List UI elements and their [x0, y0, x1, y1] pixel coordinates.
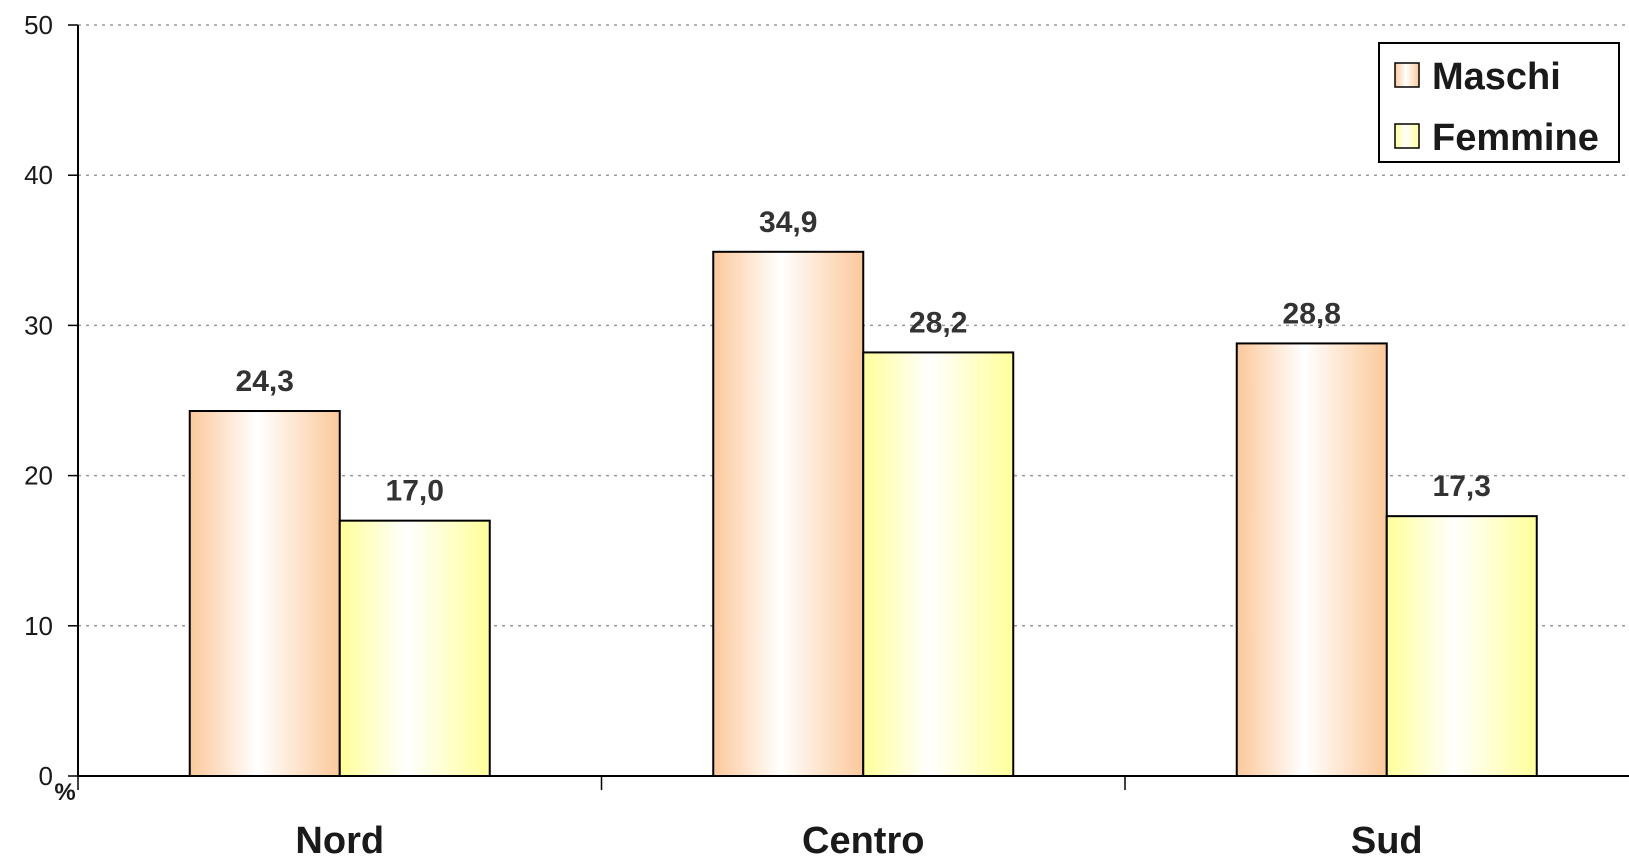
y-tick-label: 20	[24, 461, 53, 491]
axes	[68, 24, 1629, 790]
bar-femmine-nord	[338, 519, 491, 777]
x-category-label: Nord	[295, 820, 384, 861]
legend: Maschi Femmine	[1378, 42, 1620, 163]
data-label: 34,9	[759, 206, 817, 239]
y-tick-label: 0	[39, 761, 53, 791]
data-label: 17,0	[386, 475, 444, 508]
bars	[188, 250, 1538, 777]
legend-label-maschi: Maschi	[1432, 56, 1561, 98]
bar-maschi-centro	[712, 250, 865, 777]
labels: 0 10 20 30 40 50 24,3 17,0 Nord 34,9 28,2 Centro 28,…	[24, 10, 1491, 861]
data-label: 17,3	[1433, 470, 1491, 503]
bar-femmine-centro	[862, 351, 1015, 777]
bar-maschi-sud	[1235, 342, 1388, 777]
y-unit-label: %	[54, 779, 75, 806]
y-tick-label: 10	[24, 611, 53, 641]
data-label: 28,8	[1283, 297, 1341, 330]
y-tick-label: 30	[24, 310, 53, 340]
y-tick-label: 40	[24, 160, 53, 190]
legend-swatch-femmine	[1394, 123, 1420, 149]
x-category-label: Centro	[802, 820, 924, 861]
bar-femmine-sud	[1385, 515, 1538, 777]
y-tick-label: 50	[24, 10, 53, 40]
legend-swatch-maschi	[1394, 62, 1420, 88]
bar-maschi-nord	[188, 410, 341, 777]
legend-label-femmine: Femmine	[1432, 117, 1599, 159]
x-category-label: Sud	[1351, 820, 1423, 861]
data-label: 28,2	[909, 306, 967, 339]
data-label: 24,3	[236, 365, 294, 398]
